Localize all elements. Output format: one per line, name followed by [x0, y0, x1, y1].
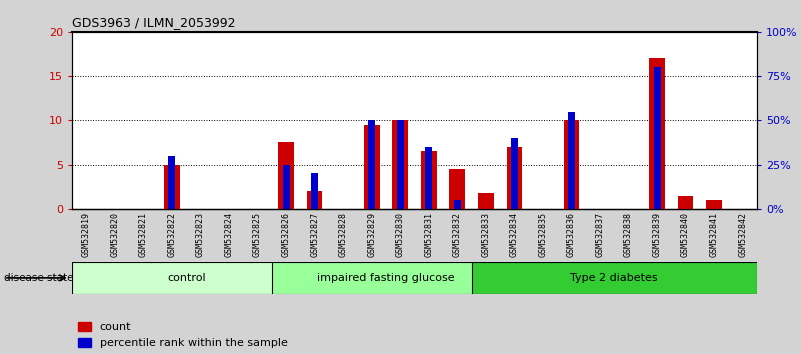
Bar [72, 262, 300, 294]
Text: impaired fasting glucose: impaired fasting glucose [317, 273, 455, 283]
Bar [392, 120, 408, 209]
Bar [168, 156, 175, 209]
Legend: count, percentile rank within the sample: count, percentile rank within the sample [78, 322, 288, 348]
Text: Type 2 diabetes: Type 2 diabetes [570, 273, 658, 283]
Bar [307, 191, 323, 209]
Bar [454, 200, 461, 209]
Text: control: control [167, 273, 206, 283]
Bar [654, 67, 661, 209]
Text: disease state: disease state [4, 273, 74, 283]
Bar [272, 262, 500, 294]
Bar [164, 165, 179, 209]
Bar [506, 147, 522, 209]
Bar [425, 147, 433, 209]
Bar [568, 112, 575, 209]
Bar [650, 58, 665, 209]
Bar [706, 200, 722, 209]
Bar [364, 125, 380, 209]
Bar [564, 120, 579, 209]
Bar [283, 165, 290, 209]
Bar [421, 152, 437, 209]
Bar [478, 193, 493, 209]
Bar [368, 120, 375, 209]
Bar [472, 262, 757, 294]
Bar [396, 120, 404, 209]
Bar [511, 138, 518, 209]
Text: GDS3963 / ILMN_2053992: GDS3963 / ILMN_2053992 [72, 16, 235, 29]
Bar [449, 169, 465, 209]
Bar [678, 195, 694, 209]
Bar [311, 173, 318, 209]
Bar [278, 143, 294, 209]
